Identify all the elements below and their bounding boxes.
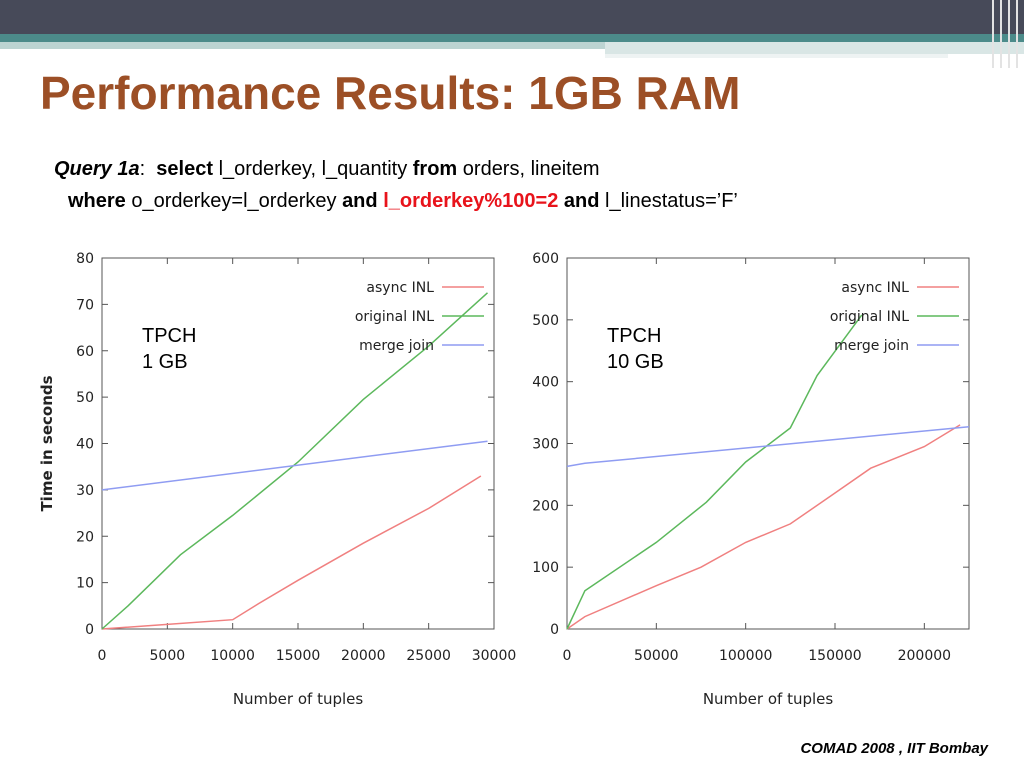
x-tick-label: 0 [98, 648, 107, 664]
annotation-line-1: TPCH [607, 325, 661, 347]
series-line-merge-join [101, 440, 488, 491]
series-line-async-inl [101, 475, 482, 630]
y-tick-label: 0 [85, 622, 94, 638]
accent-stripe [0, 34, 1024, 42]
x-tick-label: 10000 [210, 648, 255, 664]
series-line-async-inl [566, 424, 961, 630]
x-tick-label: 50000 [634, 648, 679, 664]
series-line-merge-join [566, 426, 970, 468]
x-axis-label: Number of tuples [703, 690, 834, 708]
keyword-where: where [68, 190, 126, 212]
query-line-2: where o_orderkey=l_orderkey and l_orderk… [54, 185, 738, 217]
select-columns: l_orderkey, l_quantity [218, 158, 408, 180]
y-tick-label: 60 [76, 344, 94, 360]
x-tick-label: 5000 [150, 648, 186, 664]
query-line-1: Query 1a: select l_orderkey, l_quantity … [54, 153, 738, 185]
keyword-from: from [412, 158, 458, 180]
annotation-line-1: TPCH [142, 325, 196, 347]
y-tick-label: 100 [532, 560, 559, 576]
chart-tpch-1gb: 0 10 20 30 40 50 60 70 80 0 5000 10000 15000 20000 250… [38, 251, 517, 708]
y-tick-label: 20 [76, 529, 94, 545]
x-tick-label: 200000 [898, 648, 951, 664]
keyword-and-2: and [563, 190, 600, 212]
corner-decoration [988, 0, 1024, 68]
legend-label-original-inl: original INL [830, 309, 909, 325]
top-bar [0, 0, 1024, 34]
y-tick-label: 200 [532, 498, 559, 514]
y-tick-label: 0 [550, 622, 559, 638]
legend-label-async-inl: async INL [366, 280, 434, 296]
query-colon: : [139, 158, 146, 180]
where-condition: o_orderkey=l_orderkey [131, 190, 337, 212]
y-axis-label: Time in seconds [38, 375, 56, 511]
series-line-original-inl [101, 292, 489, 630]
legend-label-async-inl: async INL [841, 280, 909, 296]
legend-label-merge-join: merge join [359, 338, 434, 354]
y-tick-label: 400 [532, 375, 559, 391]
x-tick-label: 25000 [406, 648, 451, 664]
annotation-line-2: 10 GB [607, 351, 664, 373]
chart-tpch-10gb: 0 100 200 300 400 500 600 0 50000 100000 150000 200… [532, 251, 970, 708]
footer-text: COMAD 2008 , IIT Bombay [800, 740, 988, 757]
accent-stripe-thin [605, 54, 948, 58]
y-tick-label: 10 [76, 576, 94, 592]
y-tick-label: 600 [532, 251, 559, 267]
y-tick-label: 80 [76, 251, 94, 267]
x-axis-label: Number of tuples [233, 690, 364, 708]
legend-label-original-inl: original INL [355, 309, 434, 325]
linestatus-condition: l_linestatus=’F’ [605, 190, 738, 212]
accent-stripe-light [0, 42, 605, 49]
x-tick-label: 30000 [472, 648, 517, 664]
x-tick-label: 100000 [719, 648, 772, 664]
y-tick-label: 70 [76, 297, 94, 313]
x-tick-label: 15000 [276, 648, 321, 664]
query-label: Query 1a [54, 158, 140, 180]
query-text: Query 1a: select l_orderkey, l_quantity … [54, 153, 738, 217]
x-tick-label: 20000 [341, 648, 386, 664]
y-tick-label: 300 [532, 437, 559, 453]
y-tick-label: 30 [76, 483, 94, 499]
keyword-select: select [156, 158, 214, 180]
accent-stripe-right [605, 42, 1024, 54]
y-tick-label: 500 [532, 313, 559, 329]
keyword-and-1: and [342, 190, 378, 212]
from-tables: orders, lineitem [462, 158, 600, 180]
highlight-condition: l_orderkey%100=2 [383, 190, 559, 212]
x-tick-label: 150000 [808, 648, 861, 664]
series-line-original-inl [566, 314, 863, 630]
legend-label-merge-join: merge join [834, 338, 909, 354]
y-tick-label: 50 [76, 390, 94, 406]
annotation-line-2: 1 GB [142, 351, 188, 373]
x-tick-label: 0 [563, 648, 572, 664]
slide-title: Performance Results: 1GB RAM [40, 67, 741, 119]
y-tick-label: 40 [76, 437, 94, 453]
